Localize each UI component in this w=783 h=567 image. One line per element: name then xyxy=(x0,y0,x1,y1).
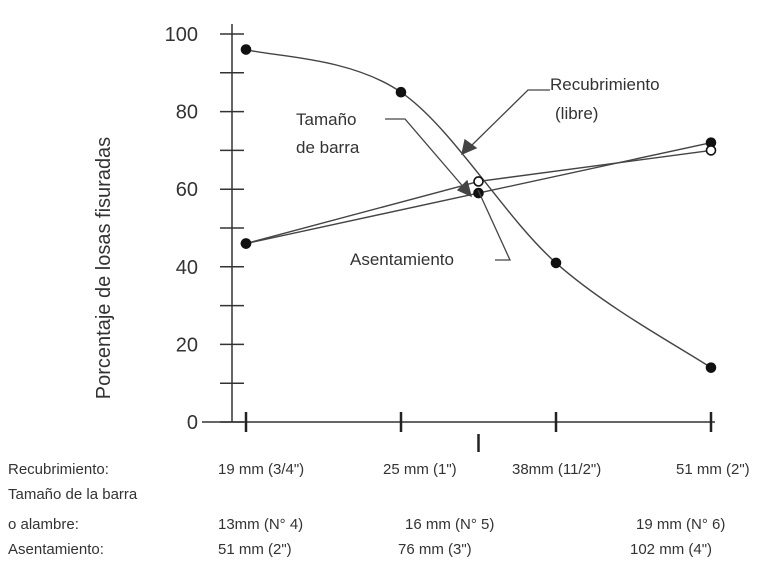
leader-tamano xyxy=(385,118,467,191)
asentamiento-value: 76 mm (3") xyxy=(398,541,472,558)
y-tick-label: 60 xyxy=(176,179,198,201)
row-label-tamano-line1: Tamaño de la barra xyxy=(8,486,138,503)
annotation-tamano: Tamaño de barra xyxy=(296,110,360,157)
asentamiento-value: 51 mm (2") xyxy=(218,541,292,558)
series-line-0 xyxy=(245,48,712,369)
axes: 0 20 40 60 80 100 xyxy=(165,24,715,452)
recubrimiento-value: 19 mm (3/4") xyxy=(218,461,305,478)
y-tick-label: 80 xyxy=(176,102,198,124)
y-axis-label: Porcentaje de losas fisuradas xyxy=(93,137,115,399)
tamano-value: 16 mm (N° 5) xyxy=(405,516,495,533)
annotation-asentamiento: Asentamiento xyxy=(350,250,454,269)
series-0-point xyxy=(395,86,407,98)
y-tick-label: 100 xyxy=(165,24,198,46)
y-tick-label: 20 xyxy=(176,334,198,356)
recubrimiento-value: 38mm (11/2") xyxy=(512,461,602,478)
row-label-asentamiento: Asentamiento: xyxy=(8,541,104,558)
leader-recubrimiento xyxy=(469,89,550,148)
recubrimiento-value: 51 mm (2") xyxy=(676,461,750,478)
series-2-point xyxy=(473,176,484,187)
series-2-point xyxy=(240,238,252,249)
series-layer xyxy=(245,48,712,369)
series-0-point xyxy=(240,44,252,55)
y-tick-label: 40 xyxy=(176,257,198,279)
arrowhead-tamano xyxy=(456,179,472,198)
points-layer xyxy=(240,44,717,373)
series-0-point xyxy=(550,257,562,269)
row-label-recubrimiento: Recubrimiento: xyxy=(8,461,109,478)
annotation-tamano-line2: de barra xyxy=(296,138,360,157)
leader-lines xyxy=(385,89,550,261)
recubrimiento-value: 25 mm (1") xyxy=(383,461,457,478)
row-label-tamano-line2: o alambre: xyxy=(8,516,79,533)
series-0-point xyxy=(705,362,717,373)
arrowhead-recubrimiento xyxy=(461,138,478,156)
annotation-recubrimiento: Recubrimiento (libre) xyxy=(550,75,660,123)
leader-asentamiento xyxy=(477,189,512,261)
asentamiento-value: 102 mm (4") xyxy=(630,541,713,558)
annotation-recubrimiento-line1: Recubrimiento xyxy=(550,75,660,94)
y-tick-label: 0 xyxy=(187,412,198,434)
series-2-point xyxy=(705,145,717,156)
tamano-value: 13mm (N° 4) xyxy=(218,516,304,533)
annotation-tamano-line1: Tamaño xyxy=(296,110,356,129)
tamano-value: 19 mm (N° 6) xyxy=(636,516,726,533)
annotation-recubrimiento-line2: (libre) xyxy=(555,104,598,123)
